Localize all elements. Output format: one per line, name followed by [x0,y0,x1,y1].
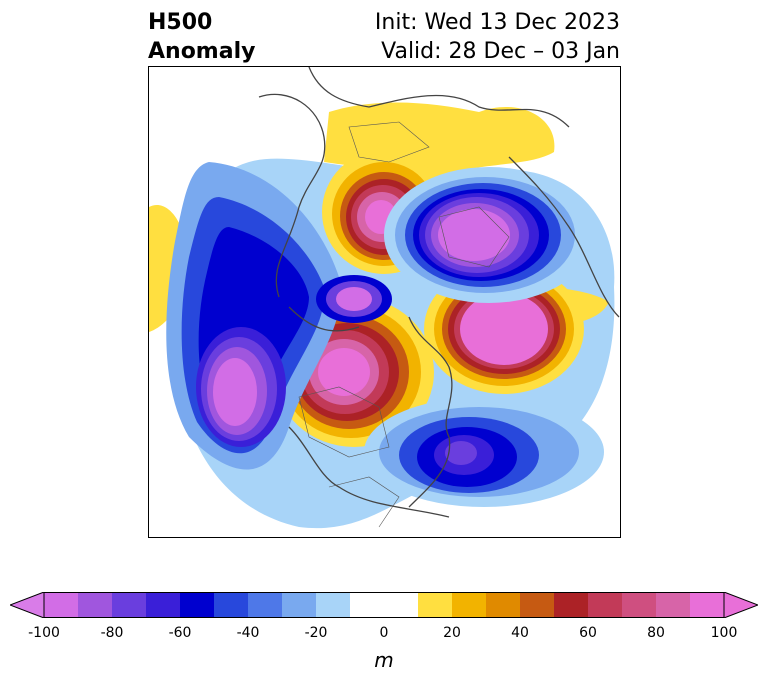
anomaly-trough-south-core [445,441,477,465]
colorbar-segment [622,592,657,618]
title-variable: H500 [148,10,213,35]
colorbar-tick-label: 0 [379,625,389,641]
anomaly-trough-greenland-core [336,287,372,311]
anomaly-ridge-alaska-peak [318,348,370,396]
colorbar-segment [44,592,79,618]
title-right: Init: Wed 13 Dec 2023 Valid: 28 Dec – 03… [375,8,620,66]
colorbar-segment [486,592,521,618]
colorbar-tick-label: -60 [168,625,192,641]
colorbar-segment [588,592,623,618]
colorbar-tick-label: -80 [100,625,124,641]
colorbar-segment [690,592,725,618]
colorbar-segment [350,592,385,618]
colorbar-tick-label: -40 [236,625,260,641]
colorbar-segment [282,592,317,618]
title-anomaly: Anomaly [148,39,256,64]
colorbar-tick-label: 100 [710,625,738,641]
colorbar-tick-label: 80 [647,625,665,641]
anomaly-trough-atlantic-peak [213,358,257,426]
colorbar-segment [452,592,487,618]
anomaly-ridge-europe-core [460,293,548,365]
colorbar-segment [316,592,351,618]
init-time: Init: Wed 13 Dec 2023 [374,10,620,35]
colorbar-segment [418,592,453,618]
colorbar-segment [112,592,147,618]
anomaly-trough-siberia-peak [438,209,510,261]
coastlines [258,67,620,518]
colorbar-segment [384,592,419,618]
colorbar-segment [554,592,589,618]
colorbar-tick-label: 40 [511,625,529,641]
valid-period: Valid: 28 Dec – 03 Jan [381,39,620,64]
colorbar-under-triangle [10,592,45,618]
colorbar-segment [214,592,249,618]
colorbar-frame [43,592,725,618]
colorbar-tick-label: 20 [443,625,461,641]
colorbar-segment [180,592,215,618]
colorbar-segment [520,592,555,618]
colorbar-tick-label: -100 [28,625,60,641]
colorbar-tick-label: -20 [304,625,328,641]
borders [298,121,510,528]
colorbar-over-triangle [723,592,758,618]
anomaly-map[interactable] [148,66,621,538]
colorbar-tick-label: 60 [579,625,597,641]
colorbar-unit: m [374,648,394,672]
title-left: H500 Anomaly [148,8,255,66]
colorbar [10,592,758,618]
colorbar-segment [146,592,181,618]
colorbar-segment [78,592,113,618]
colorbar-segment [656,592,691,618]
colorbar-segment [248,592,283,618]
